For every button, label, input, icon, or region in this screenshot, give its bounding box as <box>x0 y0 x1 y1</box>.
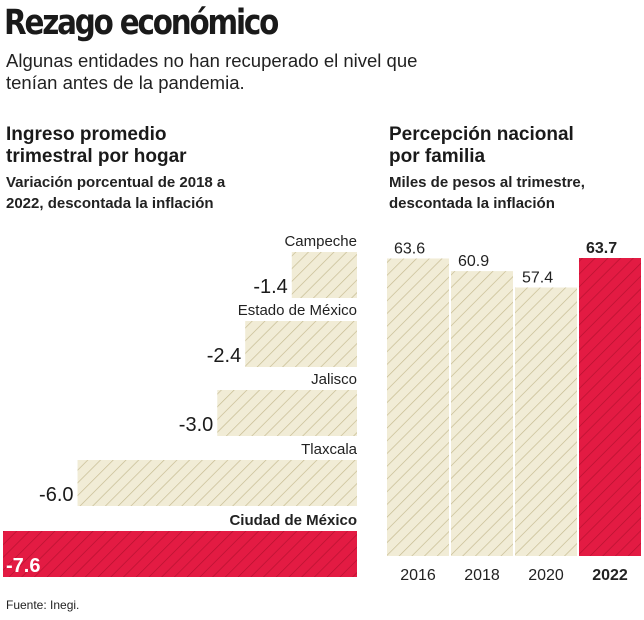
bar-estado-de-méxico <box>245 321 357 367</box>
bar-ciudad-de-méxico <box>3 531 357 577</box>
bar-2016 <box>387 258 449 556</box>
bar-2022 <box>579 258 641 556</box>
left-chart-title: Ingreso promedio trimestral por hogar <box>6 124 187 167</box>
category-label: Ciudad de México <box>229 512 357 529</box>
category-label: Tlaxcala <box>301 441 358 458</box>
value-label: -6.0 <box>39 484 73 506</box>
page-subtitle: Algunas entidades no han recuperado el n… <box>6 50 418 93</box>
left-chart-subtitle: Variación porcentual de 2018 a 2022, desc… <box>6 174 226 212</box>
bar-2020 <box>515 287 577 556</box>
x-tick-label: 2018 <box>464 567 500 584</box>
right-chart-subtitle: Miles de pesos al trimestre, descontada l… <box>389 174 585 212</box>
right-chart-title: Percepción nacional por familia <box>389 124 574 167</box>
value-label: 60.9 <box>458 253 489 270</box>
left-bar-chart: Campeche -1.4 Estado de México -2.4 Jalisco -… <box>3 233 358 577</box>
value-label: -2.4 <box>207 345 241 367</box>
category-label: Campeche <box>284 233 357 250</box>
right-bar-chart: 63.6 2016 60.9 2018 57.4 2020 63.7 2022 <box>387 240 641 584</box>
bar-jalisco <box>217 390 357 436</box>
bar-2018 <box>451 271 513 556</box>
value-label: -7.6 <box>6 555 40 577</box>
x-tick-label: 2022 <box>592 567 628 584</box>
bar-campeche <box>291 252 357 298</box>
value-label: 63.7 <box>586 240 617 257</box>
category-label: Estado de México <box>238 302 357 319</box>
value-label: 57.4 <box>522 269 553 286</box>
value-label: -3.0 <box>179 414 213 436</box>
bar-tlaxcala <box>77 460 358 506</box>
category-label: Jalisco <box>311 371 357 388</box>
page-title: Rezago económico <box>4 3 279 43</box>
x-tick-label: 2020 <box>528 567 564 584</box>
x-tick-label: 2016 <box>400 567 436 584</box>
value-label: 63.6 <box>394 240 425 257</box>
source-note: Fuente: Inegi. <box>6 598 80 612</box>
value-label: -1.4 <box>253 276 287 298</box>
